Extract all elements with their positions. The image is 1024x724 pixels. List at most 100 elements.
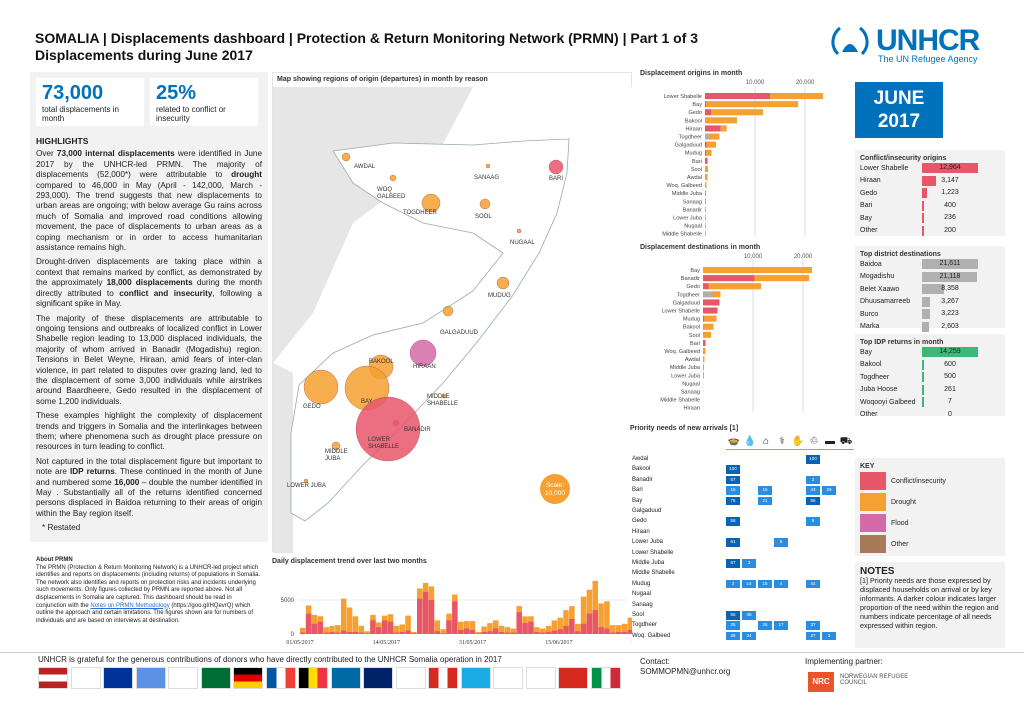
origin-bubble-galgaduud[interactable]	[442, 305, 454, 317]
legend-item: Drought	[860, 492, 1000, 512]
unhcr-emblem-icon	[831, 26, 869, 56]
trend-bar	[323, 627, 329, 634]
origin-bubble-mudug[interactable]	[496, 276, 510, 290]
bar-d	[706, 141, 716, 148]
category-label: Bari	[692, 159, 702, 165]
table-row: Marka 2,603	[860, 321, 959, 332]
priority-row: Bay	[632, 497, 643, 504]
trend-bar-conflict	[498, 631, 505, 634]
priority-row: Middle Shabelle	[632, 570, 675, 577]
trend-bar-conflict	[569, 619, 575, 634]
origin-bubble-lower-juba[interactable]	[303, 478, 309, 484]
table-row: Burco 3,223	[860, 309, 959, 320]
trend-bar-conflict	[434, 631, 441, 634]
need-cell: 29	[822, 486, 836, 495]
trend-bar	[598, 603, 604, 634]
origin-bubble-awdal[interactable]	[341, 152, 351, 162]
table-row: Togdheer 500	[860, 372, 956, 383]
contact-email[interactable]: SOMMOPMN@unhcr.org	[640, 667, 731, 676]
bar-d	[705, 117, 737, 124]
need-cell: 67	[726, 559, 740, 568]
trend-bar-conflict	[563, 625, 569, 634]
bar-c	[705, 141, 707, 148]
bar-d	[705, 206, 706, 213]
need-cell: 27	[806, 631, 820, 641]
bar-c	[703, 339, 705, 346]
priority-row: Togdheer	[632, 622, 658, 629]
category-label: Banadir	[681, 276, 700, 282]
table-row: Belet Xaawo 8,358	[860, 284, 959, 295]
origin-bubble-hiraan[interactable]	[409, 339, 437, 367]
origin-bubble-sool[interactable]	[479, 198, 491, 210]
bar-empty	[703, 396, 704, 403]
contact: Contact: SOMMOPMN@unhcr.org	[640, 657, 731, 676]
trend-bar	[358, 625, 364, 634]
trend-bar	[457, 621, 464, 634]
need-cell: 15	[726, 486, 740, 495]
bar-d	[712, 291, 721, 298]
trend-bar	[411, 631, 417, 634]
origin-bubble-bari[interactable]	[548, 159, 564, 175]
origin-bubble-nugaal[interactable]	[516, 228, 522, 234]
origin-bubble-togdheer[interactable]	[421, 193, 441, 213]
highlights: HIGHLIGHTS Over 73,000 internal displacem…	[36, 136, 263, 533]
origin-bubble-gedo[interactable]	[303, 369, 339, 405]
scale-bubble	[540, 474, 570, 504]
priority-row: Banadir	[632, 476, 653, 483]
trend-bar	[440, 629, 446, 634]
table-row: Bay 14,259	[860, 346, 1000, 359]
region-label: MUDUG	[488, 293, 511, 299]
category-label: Bakool	[683, 325, 700, 331]
origin-bubble-middle-juba[interactable]	[331, 441, 341, 451]
legend-swatch	[860, 514, 886, 532]
category-label: Mudug	[683, 317, 700, 323]
table-row: Lower Shabelle 12,964	[860, 162, 1000, 175]
saudi-flag	[200, 667, 231, 689]
nrc-logo: NRC	[808, 672, 834, 692]
trend-bar-conflict	[329, 631, 335, 634]
region-label: NUGAAL	[510, 240, 535, 246]
trend-bar	[399, 624, 405, 634]
priority-row: Woq. Galbeed	[632, 632, 671, 639]
bar-c	[705, 93, 770, 100]
highlight-paragraph: The majority of these displacements are …	[36, 313, 262, 406]
highlight-paragraph: These examples highlight the complexity …	[36, 411, 262, 452]
highlight-paragraph: Not captured in the total displacement f…	[36, 456, 263, 518]
category-label: Awdal	[687, 175, 702, 181]
origin-bubble-woq-galbeed[interactable]	[389, 174, 397, 182]
bar-c	[705, 157, 707, 164]
trend-bar-conflict	[551, 630, 558, 634]
bar-c	[703, 307, 718, 314]
trend-bar-conflict	[481, 631, 487, 634]
trend-bar-conflict	[539, 632, 546, 634]
scale-value: 10,000	[545, 490, 565, 497]
trend-bar-conflict	[487, 631, 493, 634]
x-tick: 14/05/2017	[373, 640, 400, 646]
origin-bubble-lower-shabelle[interactable]	[355, 396, 421, 462]
trend-bar-conflict	[452, 601, 458, 634]
trend-bar-conflict	[422, 591, 429, 634]
table-row: Mogadishu 21,118	[860, 271, 1000, 284]
bar-d	[703, 331, 711, 338]
category-label: Togdheer	[677, 292, 700, 298]
category-label: Sanaag	[683, 199, 702, 205]
somalia-map[interactable]: AWDAL WOQ GALBEED SANAAG BARI TOGDHEER SOOL NUG…	[273, 73, 633, 553]
bar-d	[703, 323, 714, 330]
partner-label: Implementing partner:	[805, 657, 883, 666]
stat-conflict: 25% related to conflict or insecurity	[150, 78, 258, 126]
bar-d	[705, 190, 706, 197]
tick-label: 20,000	[794, 254, 813, 260]
category-label: Middle Juba	[672, 191, 703, 197]
trend-bar-conflict	[440, 633, 446, 634]
region-label: LOWER JUBA	[287, 483, 326, 489]
category-label: Middle Shabelle	[660, 398, 700, 404]
transport-icon: ⛟	[839, 436, 853, 447]
need-cell: 3	[726, 579, 740, 589]
origin-bubble-middle-shabelle[interactable]	[441, 393, 447, 399]
origin-bubble-sanaag[interactable]	[485, 163, 491, 169]
x-tick: 15/06/2017	[545, 640, 572, 646]
france-flag	[265, 667, 296, 689]
priority-row: Middle Juba	[632, 560, 665, 566]
uk-flag	[363, 667, 393, 689]
methodology-link[interactable]: Notes on PRMN Methodology	[90, 602, 170, 609]
